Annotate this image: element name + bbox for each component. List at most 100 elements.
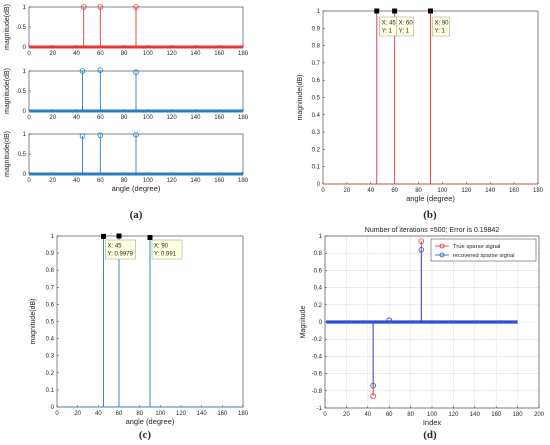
stem-marker	[79, 68, 86, 74]
y-tick-label: 0	[23, 109, 27, 115]
y-tick-label: 0.8	[312, 44, 321, 50]
x-tick-label: 0	[27, 51, 31, 57]
y-tick-label: -0.2	[312, 337, 323, 343]
datatip-y: Y: 1	[399, 29, 410, 35]
x-tick-label: 160	[214, 51, 225, 57]
datatip-y: Y: 0.991	[154, 252, 177, 258]
stem-marker	[370, 382, 376, 389]
x-tick-label: 80	[415, 188, 422, 194]
datatip-box	[396, 16, 414, 37]
x-tick-label: 180	[238, 411, 249, 417]
chart-a-subplot-2: 0 20 40 60 80 100 120 140 160 180 0 0.5 1 magnitude(d…	[4, 67, 249, 121]
y-tick-label: 0.7	[46, 285, 55, 291]
y-tick-label: 0.7	[312, 61, 321, 67]
y-tick-label: 0.1	[46, 388, 55, 394]
x-tick-label: 20	[343, 412, 350, 418]
stem-marker	[370, 393, 376, 399]
chart-a-subplot-3: 0 20 40 60 80 100 120 140 160 180 0 0.5 1 angle (degr…	[4, 131, 249, 193]
x-tick-label: 120	[176, 411, 187, 417]
x-tick-label: 80	[136, 411, 143, 417]
x-tick-label: 100	[437, 188, 448, 194]
y-tick-label: 0.8	[314, 251, 323, 257]
datatip-y: Y: 0.9979	[108, 252, 134, 258]
legend-label: recovered sparse signal	[453, 253, 515, 259]
x-tick-label: 160	[491, 412, 502, 418]
legend: True sparse signal recovered sparse signa…	[430, 238, 537, 262]
datatip-x: X: 90	[154, 244, 169, 250]
stem-marker	[79, 133, 86, 139]
x-tick-label: 180	[238, 115, 249, 121]
legend-swatch-marker	[439, 243, 445, 249]
datatip: X: 45 Y: 0.9979	[105, 239, 136, 260]
chart-title: Number of iterations =500; Error is 0.19…	[365, 227, 500, 234]
x-tick-label: 60	[116, 411, 123, 417]
x-tick-label: 200	[534, 412, 545, 418]
y-tick-label: 0.9	[46, 251, 55, 257]
stem-marker	[418, 238, 425, 244]
y-tick-label: -1	[317, 406, 323, 412]
y-axis-label: magnitude(dB)	[4, 131, 11, 177]
datatip-x: X: 45	[108, 244, 123, 250]
y-tick-label: 1	[317, 9, 321, 15]
x-tick-label: 0	[55, 411, 59, 417]
datatip-marker	[147, 235, 153, 241]
x-tick-label: 40	[73, 115, 80, 121]
y-tick-label: 0.5	[312, 96, 321, 102]
stem-marker	[97, 4, 104, 10]
x-tick-label: 100	[143, 178, 154, 184]
y-tick-label: 0.4	[312, 113, 321, 119]
x-tick-label: 60	[391, 188, 398, 194]
stem-marker	[97, 132, 104, 139]
x-tick-label: 180	[533, 188, 544, 194]
x-tick-label: 0	[323, 412, 327, 418]
datatip-box	[151, 239, 183, 260]
x-tick-label: 80	[121, 51, 128, 57]
datatip-marker	[392, 8, 398, 14]
datatip: X: 90 Y: 1	[432, 16, 450, 37]
y-tick-label: 0.3	[312, 130, 321, 136]
stem-marker	[133, 132, 139, 138]
caption-d: (d)	[423, 429, 437, 441]
x-tick-label: 40	[73, 51, 80, 57]
datatip: X: 45 Y: 1	[379, 16, 397, 37]
y-axis-label: magnitude(dB)	[297, 75, 304, 121]
x-tick-label: 180	[238, 51, 249, 57]
chart-a-subplot-1: 0 20 40 60 80 100 120 140 160 180 0 0.5 1 magnitude(d…	[4, 4, 249, 57]
x-tick-label: 0	[27, 115, 31, 121]
datatip-y: Y: 1	[382, 29, 393, 35]
datatip-marker	[116, 233, 122, 239]
x-tick-label: 60	[97, 51, 104, 57]
x-tick-label: 140	[190, 178, 201, 184]
datatip-marker	[374, 8, 380, 14]
x-tick-label: 100	[427, 412, 438, 418]
y-tick-label: 0.2	[312, 147, 321, 153]
x-tick-label: 100	[155, 411, 166, 417]
x-tick-label: 60	[97, 178, 104, 184]
stem-marker	[97, 67, 104, 73]
x-tick-label: 20	[344, 188, 351, 194]
x-tick-label: 40	[367, 188, 374, 194]
stem-marker	[418, 246, 425, 253]
y-tick-label: 0	[317, 182, 321, 188]
x-tick-label: 160	[214, 115, 225, 121]
x-tick-label: 120	[461, 188, 472, 194]
y-tick-label: 0.3	[46, 354, 55, 360]
x-tick-label: 160	[214, 178, 225, 184]
stem-marker	[80, 4, 87, 10]
x-tick-label: 180	[238, 178, 249, 184]
x-tick-label: 160	[217, 411, 228, 417]
x-tick-label: 140	[190, 51, 201, 57]
stem-marker	[133, 4, 139, 10]
x-tick-label: 140	[485, 188, 496, 194]
x-tick-label: 0	[321, 188, 325, 194]
y-tick-label: 1	[23, 132, 27, 138]
x-tick-label: 120	[167, 178, 178, 184]
chart-b: 0 20 40 60 80 100 120 140 160 180 0 0.1 0.2 0.3 0.4 0.5…	[297, 8, 544, 203]
x-tick-label: 140	[470, 412, 481, 418]
y-axis-label: Magnitude	[300, 306, 307, 339]
y-tick-label: 0.9	[312, 26, 321, 32]
stem-marker	[386, 317, 393, 324]
x-tick-label: 140	[197, 411, 208, 417]
y-axis-label: magnitude(dB)	[4, 68, 11, 114]
y-tick-label: 0.2	[314, 303, 323, 309]
